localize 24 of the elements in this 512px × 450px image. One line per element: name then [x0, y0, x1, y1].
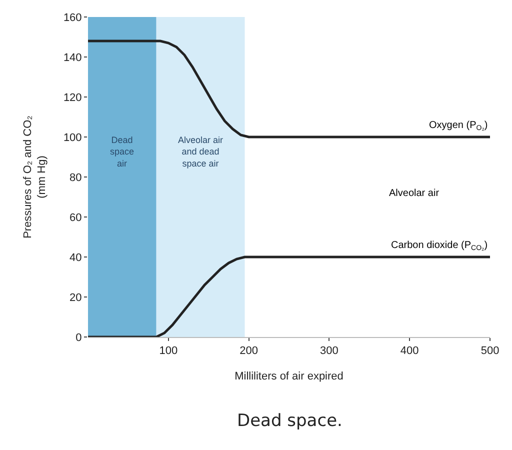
- x-axis-title: Milliliters of air expired: [234, 370, 344, 382]
- y-tick-label: 120: [63, 92, 82, 104]
- series-label: Carbon dioxide (P$_{CO₂}$): [391, 240, 488, 252]
- y-tick-label: 20: [70, 292, 82, 304]
- y-tick-label: 100: [63, 132, 82, 144]
- x-tick-label: 200: [240, 345, 258, 358]
- line-series: [88, 256, 490, 337]
- y-tick-label: 0: [76, 332, 82, 344]
- y-tick-label: 40: [70, 252, 82, 264]
- y-tick-label: 140: [63, 52, 82, 64]
- series-label: Oxygen (P$_{O₂}$): [429, 120, 488, 132]
- x-tick-label: 300: [320, 345, 338, 358]
- y-axis-title: Pressures of O₂ and CO₂ (mm Hg): [22, 116, 48, 238]
- line-series: [88, 40, 490, 138]
- y-tick-label: 160: [63, 12, 82, 24]
- band-label: Alveolar air and dead space air: [178, 135, 224, 168]
- x-tick-label: 400: [400, 345, 419, 358]
- band-label: Dead space air: [110, 135, 134, 168]
- x-tick-label: 500: [480, 345, 500, 358]
- annotation: Alveolar air: [389, 188, 440, 199]
- y-tick-label: 80: [70, 172, 82, 184]
- x-tick-label: 100: [159, 345, 178, 358]
- text: Dead space.: [237, 411, 342, 431]
- y-tick-label: 60: [70, 212, 82, 224]
